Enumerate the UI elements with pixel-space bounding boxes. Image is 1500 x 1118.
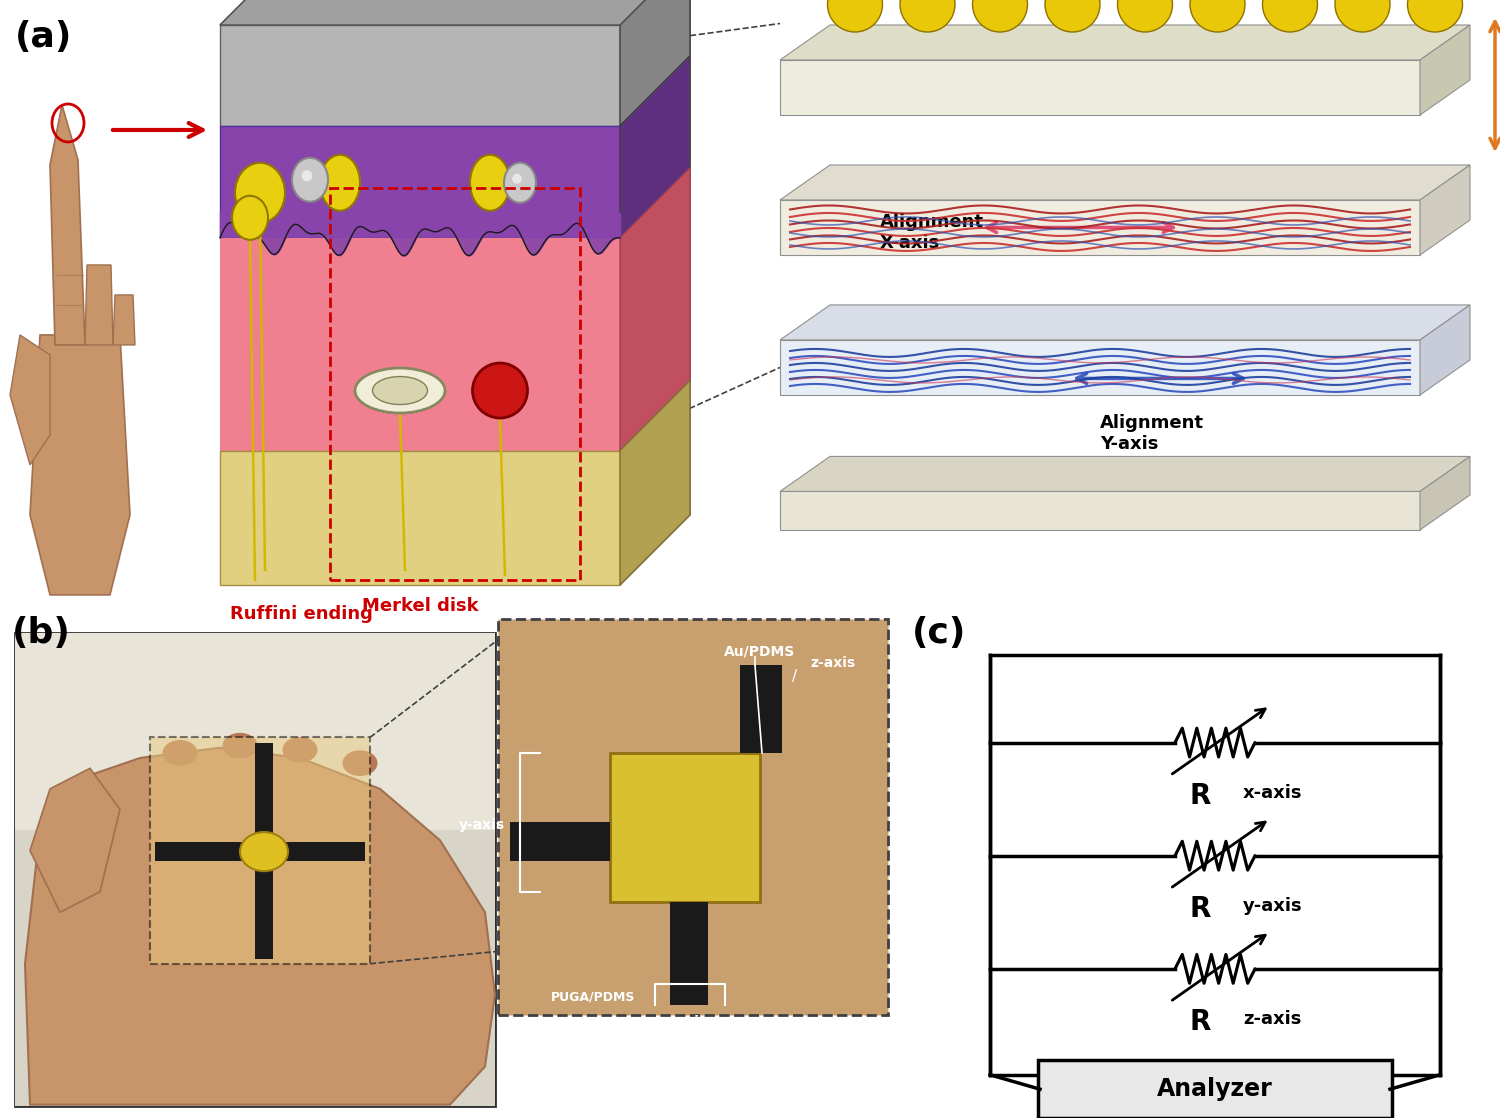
Ellipse shape bbox=[472, 363, 528, 418]
Ellipse shape bbox=[372, 377, 427, 405]
Polygon shape bbox=[620, 0, 690, 126]
Polygon shape bbox=[1420, 305, 1470, 395]
Polygon shape bbox=[620, 0, 690, 585]
Ellipse shape bbox=[240, 832, 288, 871]
Ellipse shape bbox=[232, 196, 268, 239]
Ellipse shape bbox=[1046, 0, 1100, 32]
Polygon shape bbox=[1420, 25, 1470, 115]
Bar bbox=[510, 822, 610, 861]
Polygon shape bbox=[220, 0, 690, 25]
Ellipse shape bbox=[302, 170, 312, 181]
Polygon shape bbox=[1420, 165, 1470, 255]
Bar bbox=[220, 126, 620, 238]
Bar bbox=[220, 25, 620, 126]
Bar bbox=[610, 752, 760, 902]
Ellipse shape bbox=[1335, 0, 1390, 32]
Polygon shape bbox=[112, 295, 135, 345]
Ellipse shape bbox=[236, 163, 285, 222]
Polygon shape bbox=[30, 768, 120, 912]
Ellipse shape bbox=[1118, 0, 1173, 32]
Bar bbox=[15, 633, 495, 1106]
Bar bbox=[150, 738, 370, 964]
Ellipse shape bbox=[1190, 0, 1245, 32]
Ellipse shape bbox=[900, 0, 956, 32]
Text: (b): (b) bbox=[12, 616, 70, 650]
Polygon shape bbox=[620, 168, 690, 451]
Ellipse shape bbox=[292, 158, 328, 201]
Ellipse shape bbox=[162, 740, 198, 766]
Ellipse shape bbox=[470, 154, 510, 211]
Polygon shape bbox=[26, 748, 495, 1105]
Polygon shape bbox=[620, 56, 690, 238]
Ellipse shape bbox=[828, 0, 882, 32]
Text: (c): (c) bbox=[912, 616, 966, 650]
Text: (a): (a) bbox=[15, 20, 72, 54]
Text: z-axis: z-axis bbox=[810, 656, 855, 671]
Text: Alignment
Y-axis: Alignment Y-axis bbox=[1100, 414, 1204, 453]
Bar bbox=[780, 340, 1420, 395]
Bar bbox=[330, 188, 580, 580]
Ellipse shape bbox=[1263, 0, 1317, 32]
Text: y-axis: y-axis bbox=[1244, 897, 1302, 915]
Bar bbox=[220, 451, 620, 585]
Bar bbox=[780, 200, 1420, 255]
Text: Merkel disk: Merkel disk bbox=[362, 597, 478, 615]
Bar bbox=[15, 633, 495, 1106]
Polygon shape bbox=[10, 335, 50, 465]
FancyBboxPatch shape bbox=[1038, 1060, 1392, 1118]
Bar bbox=[740, 665, 782, 752]
Ellipse shape bbox=[1407, 0, 1462, 32]
Bar bbox=[220, 238, 620, 451]
Bar bbox=[670, 902, 708, 1005]
Text: /: / bbox=[792, 669, 798, 684]
Text: $\mathbf{R}$: $\mathbf{R}$ bbox=[1188, 1008, 1212, 1036]
Ellipse shape bbox=[222, 732, 258, 758]
Ellipse shape bbox=[356, 368, 446, 413]
Bar bbox=[15, 633, 495, 830]
Text: $\mathbf{R}$: $\mathbf{R}$ bbox=[1188, 781, 1212, 809]
Polygon shape bbox=[50, 105, 86, 345]
Text: $\mathbf{R}$: $\mathbf{R}$ bbox=[1188, 894, 1212, 922]
Bar bbox=[780, 60, 1420, 115]
Polygon shape bbox=[780, 25, 1470, 60]
Text: Au/PDMS: Au/PDMS bbox=[724, 645, 795, 659]
Bar bbox=[498, 619, 888, 1015]
Polygon shape bbox=[1420, 456, 1470, 530]
Polygon shape bbox=[620, 380, 690, 585]
Ellipse shape bbox=[972, 0, 1028, 32]
Polygon shape bbox=[86, 265, 112, 345]
Ellipse shape bbox=[504, 163, 536, 202]
Bar bbox=[154, 842, 364, 861]
Ellipse shape bbox=[342, 750, 378, 776]
Bar bbox=[255, 742, 273, 958]
Polygon shape bbox=[30, 335, 130, 595]
Text: PUGA/PDMS: PUGA/PDMS bbox=[550, 991, 634, 1003]
Polygon shape bbox=[220, 0, 690, 25]
Text: y-axis: y-axis bbox=[459, 818, 506, 832]
Text: Alignment
X-axis: Alignment X-axis bbox=[880, 214, 984, 252]
Bar bbox=[780, 492, 1420, 530]
Ellipse shape bbox=[512, 173, 522, 183]
Text: z-axis: z-axis bbox=[1244, 1010, 1302, 1029]
Polygon shape bbox=[780, 305, 1470, 340]
Polygon shape bbox=[780, 165, 1470, 200]
Text: Analyzer: Analyzer bbox=[1156, 1078, 1274, 1101]
Ellipse shape bbox=[320, 154, 360, 211]
Polygon shape bbox=[780, 456, 1470, 492]
Text: x-axis: x-axis bbox=[1244, 784, 1302, 802]
Ellipse shape bbox=[282, 737, 318, 762]
Text: x-axis: x-axis bbox=[662, 1015, 708, 1030]
Text: Ruffini ending: Ruffini ending bbox=[230, 605, 374, 623]
